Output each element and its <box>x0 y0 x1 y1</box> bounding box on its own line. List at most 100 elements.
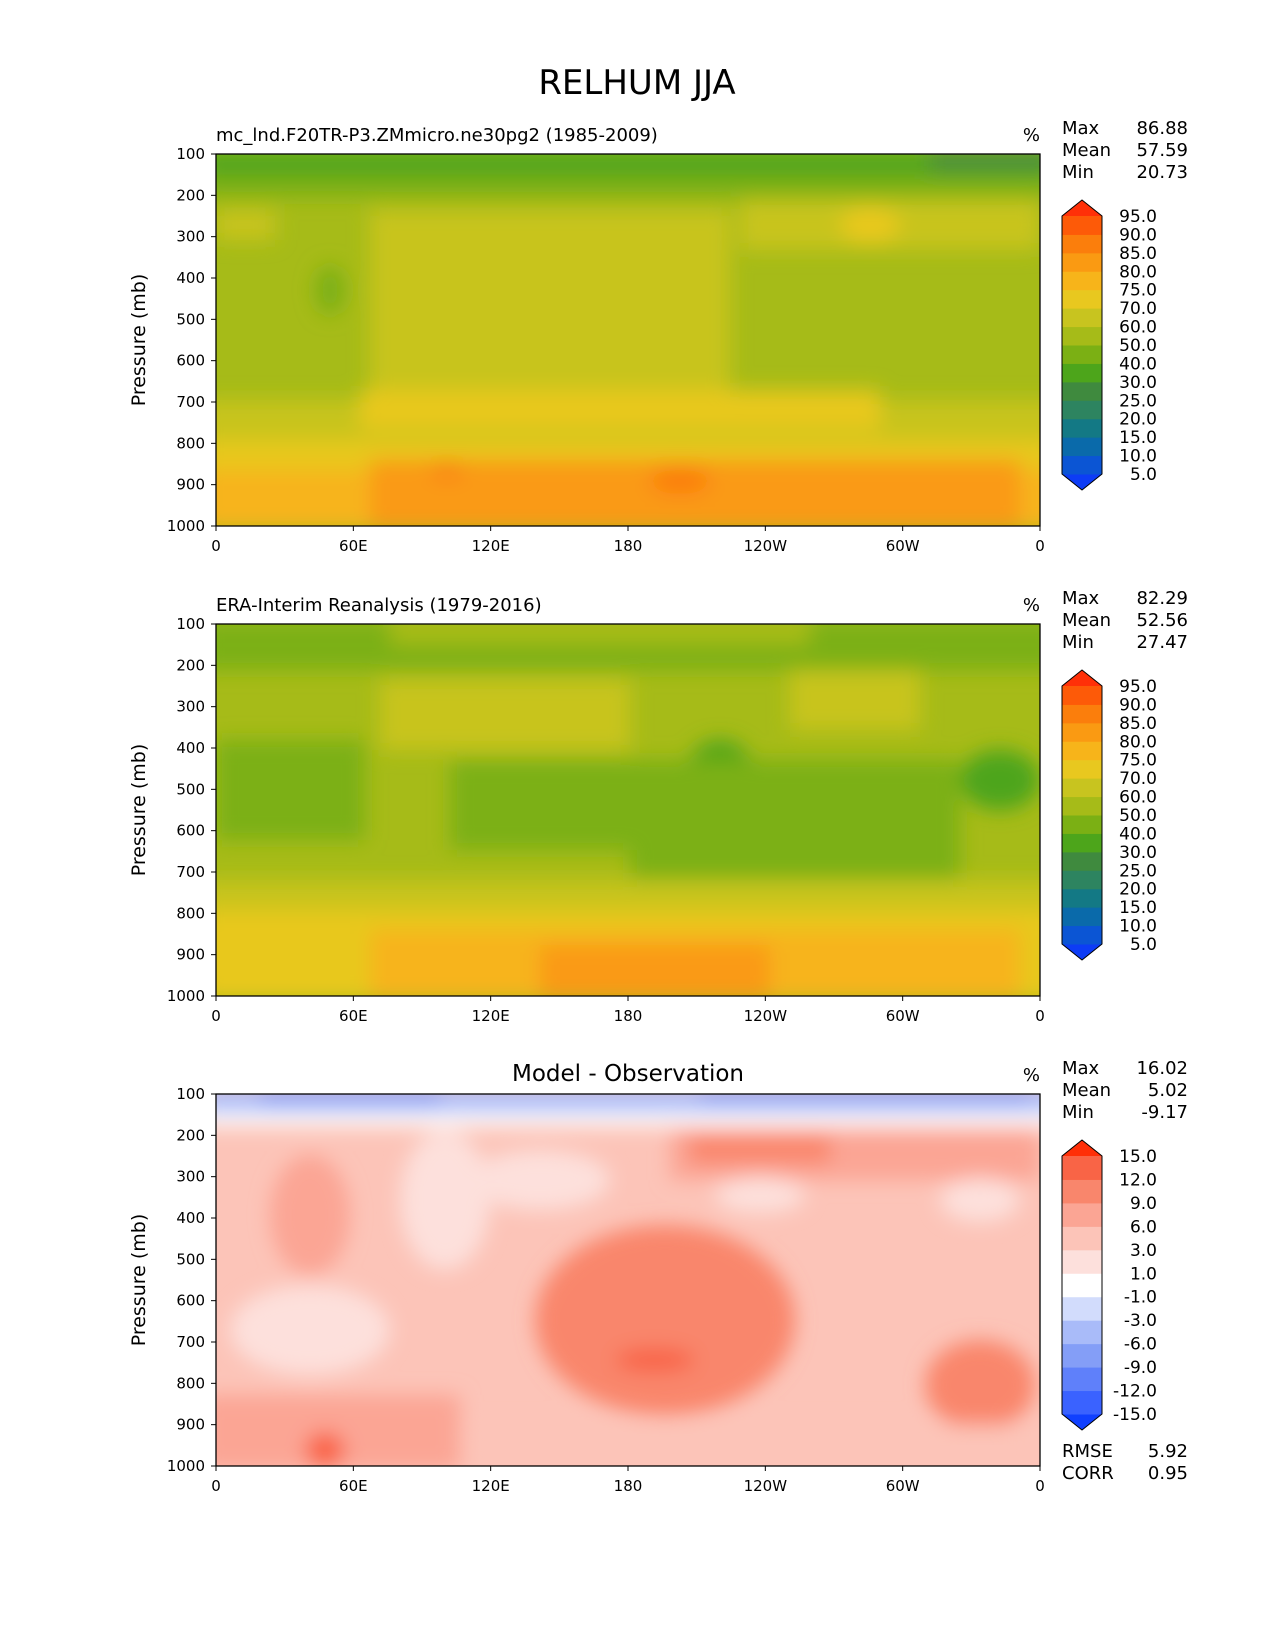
colorbar-bin <box>1062 759 1102 779</box>
colorbar-level-label: 15.0 <box>1119 898 1157 918</box>
colorbar-level-label: 95.0 <box>1119 207 1157 227</box>
difference-stats: Max 16.02 Mean 5.02 Min -9.17 <box>1062 1058 1188 1123</box>
colorbar-bin <box>1062 796 1102 816</box>
colorbar-level-label: 1.0 <box>1130 1264 1157 1284</box>
colorbar-bin <box>1062 1226 1102 1251</box>
model-colorbar: 5.010.015.020.025.030.040.050.060.070.07… <box>1061 199 1157 491</box>
colorbar-bin <box>1062 271 1102 291</box>
colorbar-extend-max <box>1062 1140 1102 1156</box>
y-tick-label: 400 <box>176 1209 205 1227</box>
x-tick-label: 60E <box>339 1007 368 1025</box>
observation-y-axis-label: Pressure (mb) <box>128 744 150 877</box>
colorbar-level-label: 10.0 <box>1119 917 1157 937</box>
colorbar-level-label: 50.0 <box>1119 336 1157 356</box>
y-tick-label: 900 <box>176 476 205 494</box>
colorbar-outline <box>1061 199 1103 491</box>
colorbar-bin <box>1062 1367 1102 1392</box>
colorbar-extend-min <box>1062 474 1102 490</box>
y-tick-label: 200 <box>176 186 205 204</box>
x-tick-label: 60E <box>339 537 368 555</box>
colorbar-level-label: 75.0 <box>1119 751 1157 771</box>
y-tick-label: 800 <box>176 434 205 452</box>
y-tick-label: 600 <box>176 1292 205 1310</box>
x-tick-label: 0 <box>1035 1007 1045 1025</box>
colorbar-bin <box>1062 851 1102 871</box>
x-tick-label: 180 <box>614 537 643 555</box>
colorbar-bin <box>1062 1273 1102 1298</box>
model-stats: Max 86.88 Mean 57.59 Min 20.73 <box>1062 118 1188 183</box>
colorbar-bin <box>1062 1320 1102 1345</box>
stat-label: Max <box>1062 588 1100 609</box>
stat-value: 27.47 <box>1136 632 1188 653</box>
colorbar-extend-min <box>1062 944 1102 960</box>
difference-subtitle: Model - Observation <box>512 1061 744 1087</box>
x-tick-label: 180 <box>614 1007 643 1025</box>
x-tick-label: 60W <box>886 1477 920 1495</box>
y-tick-label: 300 <box>176 698 205 716</box>
colorbar-level-label: 15.0 <box>1119 428 1157 448</box>
y-tick-label: 200 <box>176 1126 205 1144</box>
colorbar-bin <box>1062 833 1102 853</box>
colorbar-bin <box>1062 907 1102 927</box>
colorbar-level-label: 60.0 <box>1119 788 1157 808</box>
colorbar-bin <box>1062 1343 1102 1368</box>
colorbar-level-label: 40.0 <box>1119 354 1157 374</box>
x-tick-label: 120E <box>472 1007 510 1025</box>
colorbar-bin <box>1062 308 1102 328</box>
difference-x-ticks: 0 60E 120E 180 120W 60W 0 <box>211 1466 1045 1495</box>
colorbar-bin <box>1062 1390 1102 1415</box>
y-tick-label: 800 <box>176 1374 205 1392</box>
colorbar-bin <box>1062 252 1102 272</box>
colorbar-bin <box>1062 345 1102 364</box>
stat-label: Mean <box>1062 140 1111 161</box>
y-tick-label: 700 <box>176 393 205 411</box>
y-tick-label: 700 <box>176 863 205 881</box>
difference-extra-stats: RMSE 5.92 CORR 0.95 <box>1062 1441 1188 1484</box>
colorbar-level-label: -6.0 <box>1124 1335 1157 1355</box>
colorbar-level-label: 12.0 <box>1119 1170 1157 1190</box>
colorbar-extend-max <box>1062 670 1102 686</box>
colorbar-bin <box>1062 704 1102 724</box>
observation-y-ticks: 100 200 300 400 500 600 700 800 900 1000 <box>167 615 216 1005</box>
extra-stat-value: 0.95 <box>1148 1463 1188 1484</box>
colorbar-level-label: -15.0 <box>1113 1405 1157 1425</box>
model-units: % <box>1023 125 1040 146</box>
observation-colorbar: 5.010.015.020.025.030.040.050.060.070.07… <box>1061 669 1157 961</box>
stat-label: Max <box>1062 118 1100 139</box>
stat-label: Mean <box>1062 610 1111 631</box>
colorbar-bin <box>1062 437 1102 457</box>
y-tick-label: 200 <box>176 656 205 674</box>
observation-units: % <box>1023 595 1040 616</box>
y-tick-label: 900 <box>176 946 205 964</box>
y-tick-label: 100 <box>176 1085 205 1103</box>
stat-value: 16.02 <box>1136 1058 1188 1079</box>
x-tick-label: 180 <box>614 1477 643 1495</box>
colorbar-level-label: 85.0 <box>1119 714 1157 734</box>
figure-title: RELHUM JJA <box>538 63 735 103</box>
colorbar-level-label: 20.0 <box>1119 880 1157 900</box>
colorbar-level-label: 60.0 <box>1119 318 1157 338</box>
stat-value: -9.17 <box>1141 1102 1188 1123</box>
x-tick-label: 120E <box>472 537 510 555</box>
colorbar-bin <box>1062 1202 1102 1227</box>
difference-contour-field <box>216 1094 1040 1466</box>
difference-panel: Model - Observation % Pressure (mb) 100 2… <box>128 1058 1188 1495</box>
y-tick-label: 500 <box>176 1250 205 1268</box>
stat-label: Min <box>1062 632 1094 653</box>
stat-label: Mean <box>1062 1080 1111 1101</box>
observation-contour-field <box>216 624 1040 996</box>
x-tick-label: 60W <box>886 537 920 555</box>
x-tick-label: 120W <box>744 1007 788 1025</box>
y-tick-label: 100 <box>176 615 205 633</box>
colorbar-level-label: 80.0 <box>1119 262 1157 282</box>
colorbar-level-label: 90.0 <box>1119 225 1157 245</box>
colorbar-level-label: 10.0 <box>1119 447 1157 467</box>
stat-label: Min <box>1062 162 1094 183</box>
difference-units: % <box>1023 1065 1040 1086</box>
colorbar-level-label: 80.0 <box>1119 732 1157 752</box>
colorbar-bin <box>1062 363 1102 383</box>
colorbar-bin <box>1062 1296 1102 1321</box>
y-tick-label: 900 <box>176 1416 205 1434</box>
colorbar-extend-max <box>1062 200 1102 216</box>
